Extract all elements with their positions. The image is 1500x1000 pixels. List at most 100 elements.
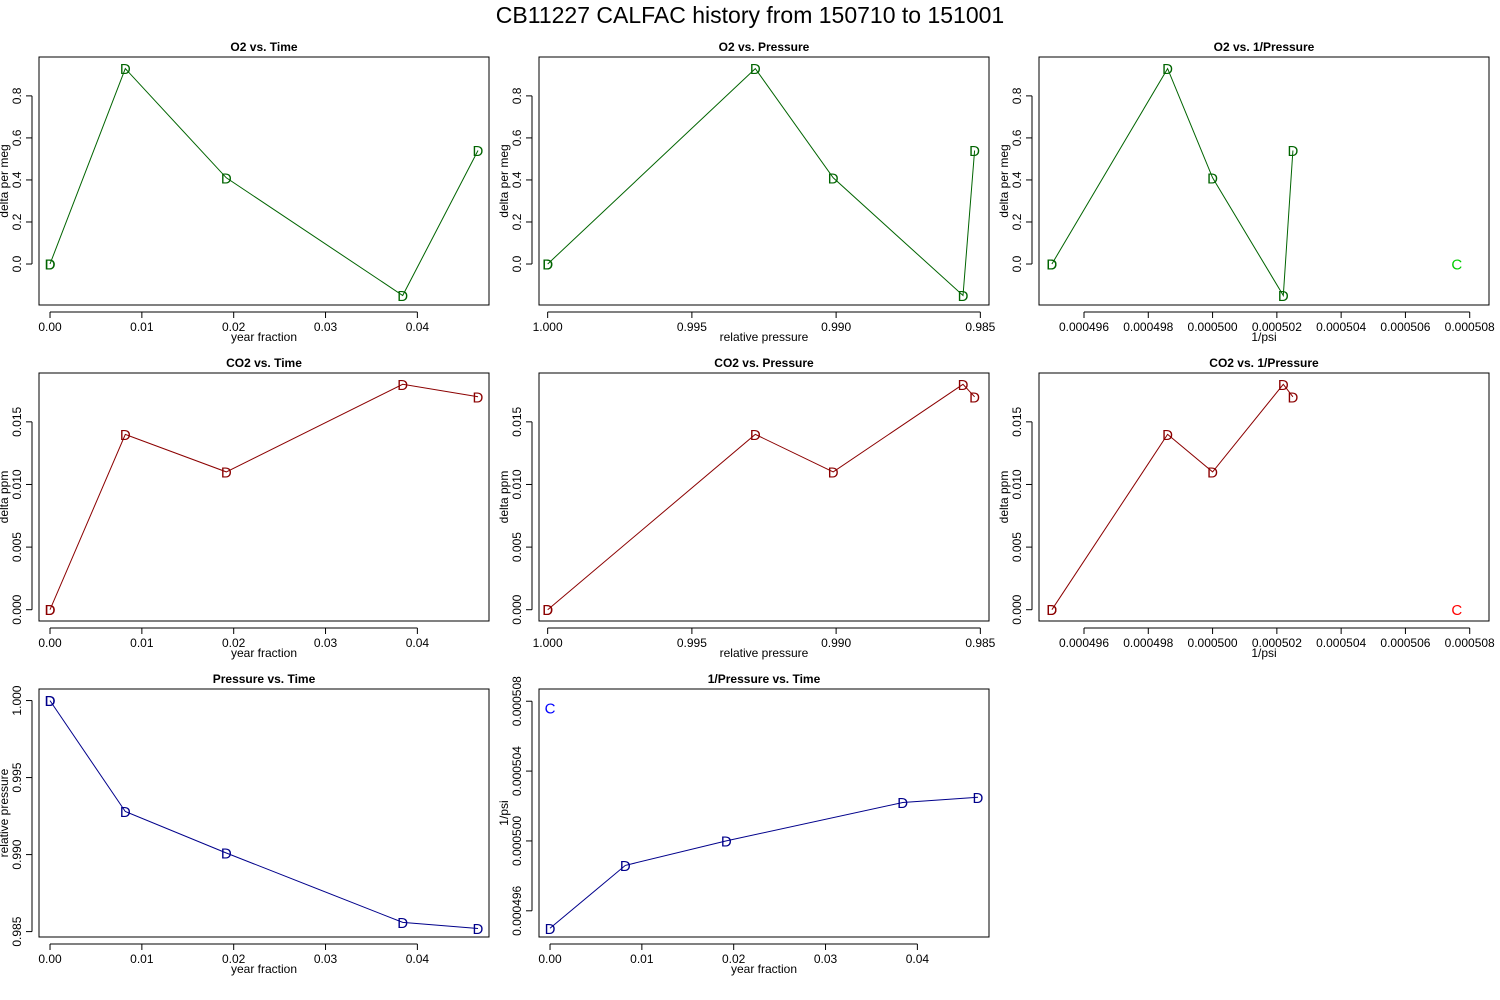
y-tick-label: 0.2 <box>10 213 24 230</box>
y-tick-label: 0.010 <box>1010 469 1024 499</box>
y-tick-label: 0.985 <box>10 916 24 946</box>
data-point-marker: D <box>958 288 969 305</box>
x-tick-label: 0.01 <box>130 636 154 650</box>
y-axis-label: delta ppm <box>497 471 511 524</box>
plot-frame <box>38 688 490 938</box>
plot-frame <box>38 56 490 306</box>
data-point-marker: D <box>542 257 553 274</box>
calibration-marker: C <box>1451 257 1462 274</box>
x-tick-label: 0.000504 <box>1316 320 1366 334</box>
y-tick-label: 0.000 <box>510 594 524 624</box>
y-axis-label: delta per meg <box>497 144 511 217</box>
y-tick-label: 0.000 <box>1010 594 1024 624</box>
x-tick-label: 0.00 <box>538 952 562 966</box>
data-point-marker: D <box>969 143 980 160</box>
panel-o2-pressure: O2 vs. Pressure 1.000 0.995 0.990 0.985 0.0 0.… <box>497 40 996 344</box>
panel-title: O2 vs. Pressure <box>719 40 810 54</box>
data-point-marker: D <box>721 833 732 850</box>
plot-frame <box>538 372 990 622</box>
panel-pressure-time: Pressure vs. Time 0.00 0.01 0.02 0.03 0.04 0.9… <box>0 672 490 976</box>
y-tick-label: 0.000496 <box>510 885 524 935</box>
x-axis-label: relative pressure <box>720 646 809 660</box>
y-tick-label: 0.2 <box>510 213 524 230</box>
x-tick-label: 0.000500 <box>1188 636 1238 650</box>
y-tick-label: 0.6 <box>1010 129 1024 146</box>
data-point-marker: D <box>45 257 56 274</box>
x-tick-label: 0.985 <box>965 636 995 650</box>
data-point-marker: D <box>120 61 131 78</box>
data-point-marker: D <box>221 846 232 863</box>
plot-frame <box>38 372 490 622</box>
y-axis-label: delta ppm <box>997 471 1011 524</box>
y-tick-label: 1.000 <box>10 685 24 715</box>
x-tick-label: 0.02 <box>222 952 246 966</box>
data-point-marker: D <box>1207 170 1218 187</box>
data-point-marker: D <box>1278 288 1289 305</box>
data-point-marker: D <box>1288 143 1299 160</box>
data-point-marker: D <box>1046 602 1057 619</box>
y-tick-label: 0.990 <box>10 839 24 869</box>
x-tick-label: 0.00 <box>38 952 62 966</box>
x-tick-label: 0.000502 <box>1252 636 1302 650</box>
x-tick-label: 0.985 <box>965 320 995 334</box>
series-line <box>49 700 479 929</box>
calibration-marker: C <box>1451 602 1462 619</box>
data-point-marker: D <box>1046 257 1057 274</box>
x-axis-label: year fraction <box>231 330 297 344</box>
data-point-marker: D <box>969 389 980 406</box>
y-tick-label: 0.2 <box>1010 213 1024 230</box>
series-line <box>49 67 479 297</box>
data-point-marker: D <box>1162 427 1173 444</box>
data-point-marker: D <box>397 915 408 932</box>
y-tick-label: 0.6 <box>10 129 24 146</box>
data-point-marker: D <box>45 257 56 274</box>
x-tick-label: 0.995 <box>677 320 707 334</box>
panel-title: CO2 vs. 1/Pressure <box>1209 356 1319 370</box>
y-axis-label: delta per meg <box>0 144 11 217</box>
data-point-marker: D <box>221 464 232 481</box>
panel-title: O2 vs. 1/Pressure <box>1214 40 1315 54</box>
x-axis-label: relative pressure <box>720 330 809 344</box>
x-tick-label: 0.01 <box>130 952 154 966</box>
y-tick-label: 0.0 <box>510 255 524 272</box>
data-point-marker: D <box>1162 61 1173 78</box>
calibration-marker: C <box>545 701 556 718</box>
plot-frame <box>1038 372 1490 622</box>
x-tick-label: 1.000 <box>533 636 563 650</box>
data-point-marker: D <box>397 377 408 394</box>
x-tick-label: 0.000498 <box>1123 636 1173 650</box>
y-tick-label: 0.4 <box>510 171 524 188</box>
y-tick-label: 0.8 <box>1010 87 1024 104</box>
panel-title: 1/Pressure vs. Time <box>708 672 821 686</box>
x-tick-label: 0.02 <box>222 320 246 334</box>
data-point-marker: D <box>1046 602 1057 619</box>
data-point-marker: D <box>397 288 408 305</box>
data-point-marker: D <box>1207 464 1218 481</box>
series-line <box>549 796 979 929</box>
data-point-marker: D <box>542 257 553 274</box>
y-tick-label: 0.4 <box>1010 171 1024 188</box>
data-point-marker: D <box>897 795 908 812</box>
y-tick-label: 0.005 <box>10 532 24 562</box>
y-tick-label: 0.000500 <box>510 816 524 866</box>
x-tick-label: 0.000500 <box>1188 320 1238 334</box>
data-point-marker: D <box>620 858 631 875</box>
panel-co2-inv-pressure: CO2 vs. 1/Pressure 0.000496 0.000498 0.0005… <box>997 356 1495 660</box>
x-tick-label: 0.03 <box>314 952 338 966</box>
x-tick-label: 0.000506 <box>1380 320 1430 334</box>
main-title: CB11227 CALFAC history from 150710 to 15… <box>495 2 1005 28</box>
x-tick-label: 0.000504 <box>1316 636 1366 650</box>
x-tick-label: 0.04 <box>406 952 430 966</box>
data-point-marker: D <box>45 602 56 619</box>
data-point-marker: D <box>473 389 484 406</box>
y-tick-label: 0.005 <box>1010 532 1024 562</box>
data-point-marker: D <box>473 143 484 160</box>
x-axis-label: 1/psi <box>1251 330 1276 344</box>
y-tick-label: 0.005 <box>510 532 524 562</box>
x-tick-label: 0.000508 <box>1445 320 1495 334</box>
panel-o2-time: O2 vs. Time 0.00 0.01 0.02 0.03 0.04 0.0 0.2 0.4… <box>0 40 490 344</box>
data-point-marker: D <box>750 427 761 444</box>
x-axis-label: year fraction <box>231 962 297 976</box>
plot-frame <box>538 56 990 306</box>
